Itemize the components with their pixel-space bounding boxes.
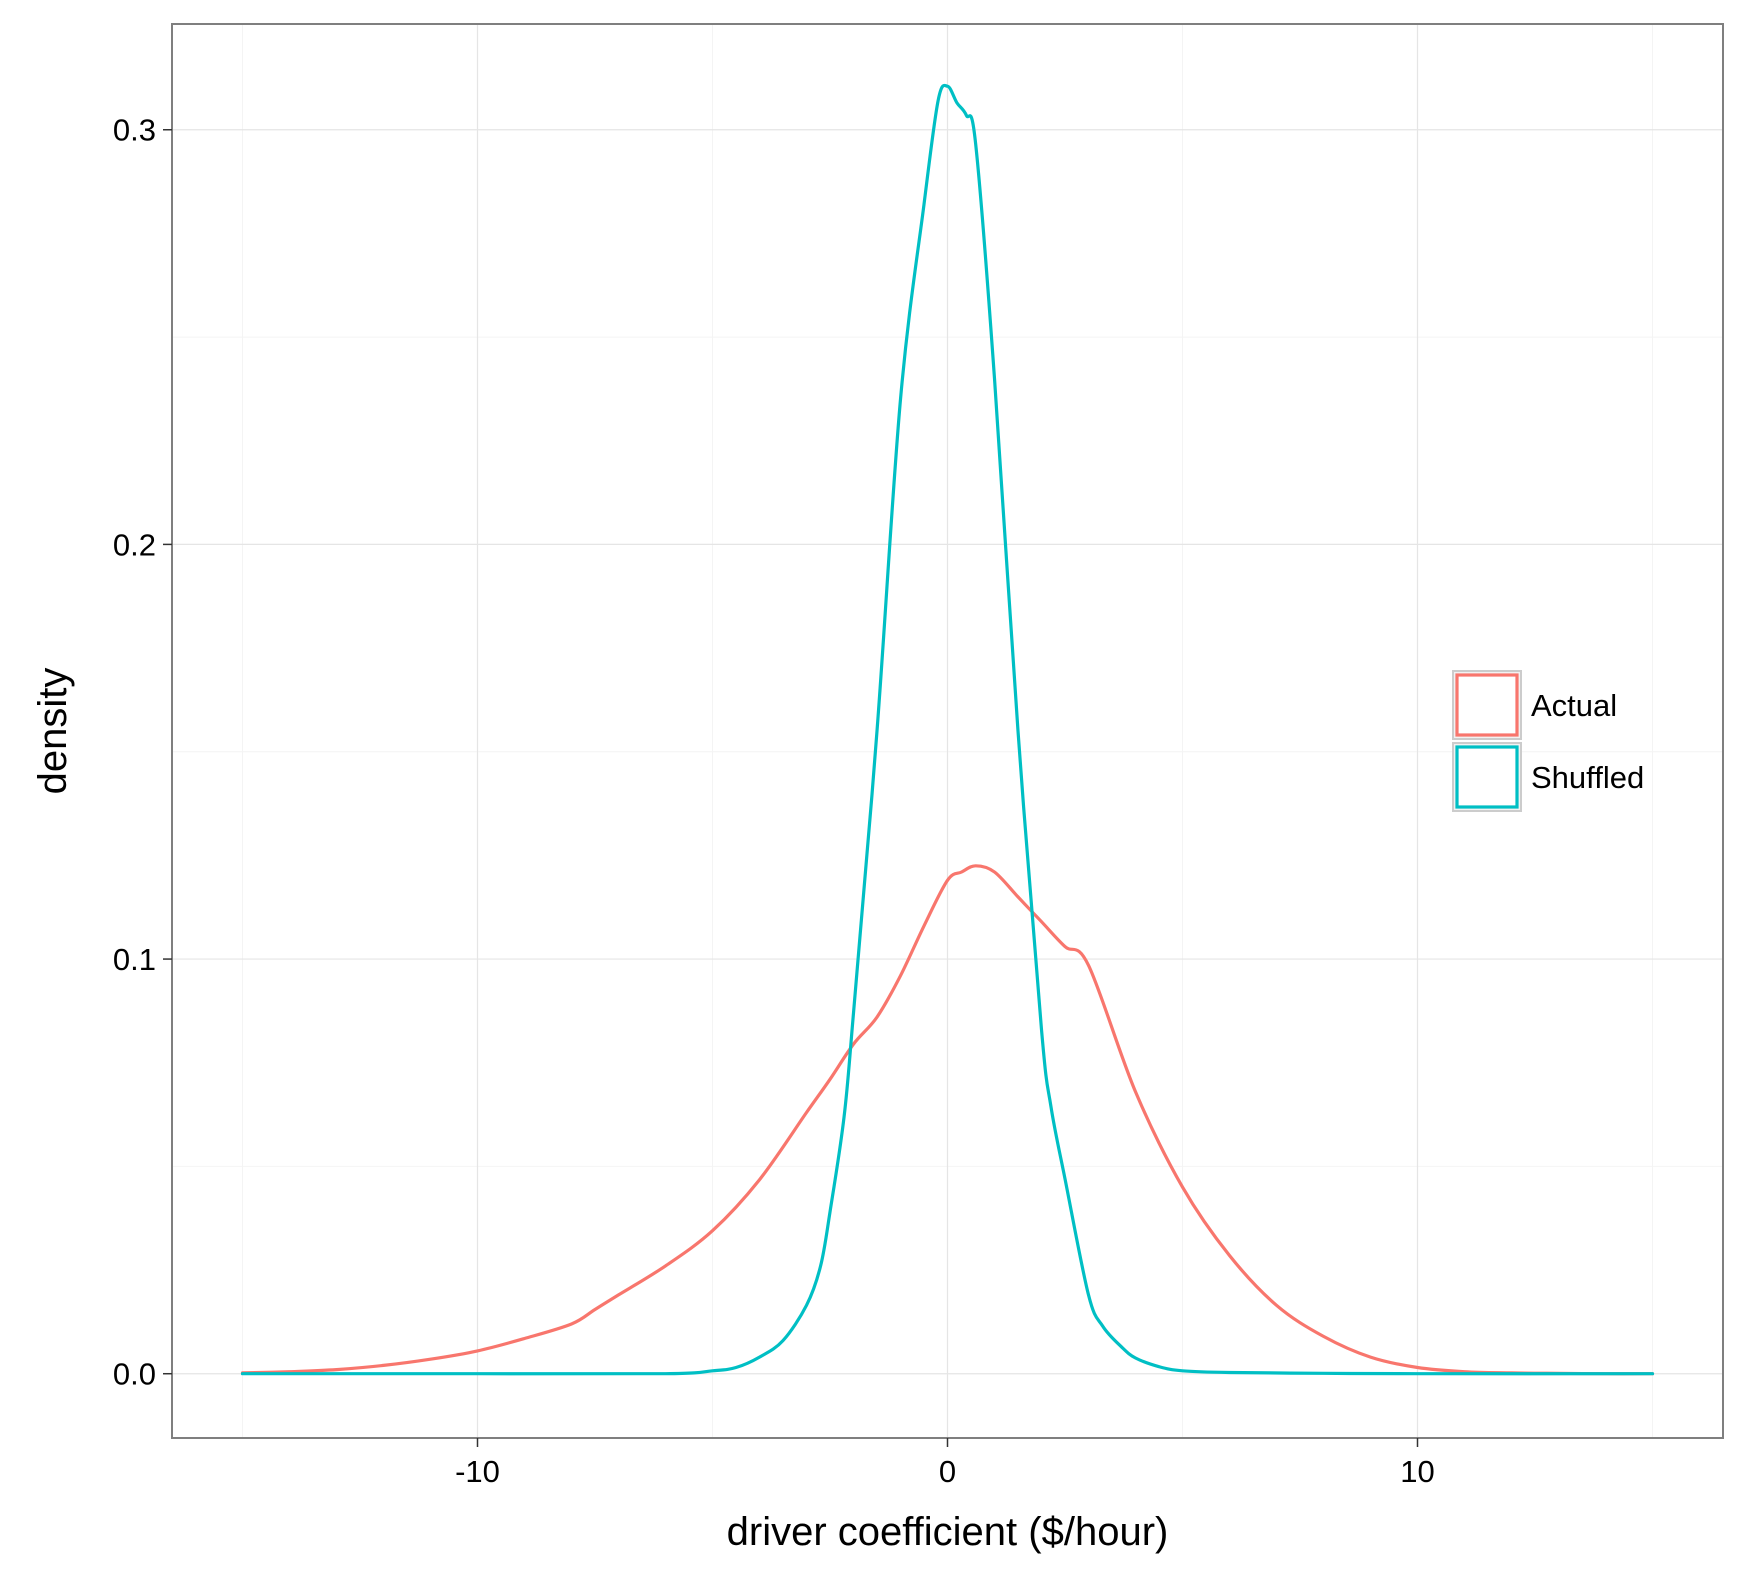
legend-label-shuffled: Shuffled xyxy=(1531,760,1644,795)
x-tick-label: -10 xyxy=(455,1454,500,1489)
y-tick-label: 0.1 xyxy=(113,942,156,977)
y-tick-label: 0.2 xyxy=(113,527,156,562)
y-tick-label: 0.3 xyxy=(113,113,156,148)
legend-label-actual: Actual xyxy=(1531,688,1617,723)
x-axis-title: driver coefficient ($/hour) xyxy=(727,1510,1169,1554)
legend: Actual Shuffled xyxy=(1452,670,1644,812)
series-lines xyxy=(240,83,1655,1376)
y-axis-ticks: 0.0 0.1 0.2 0.3 xyxy=(113,113,172,1392)
series-line-shuffled xyxy=(240,83,1655,1376)
y-tick-label: 0.0 xyxy=(113,1357,156,1392)
legend-key-actual xyxy=(1455,673,1519,737)
x-tick-label: 0 xyxy=(939,1454,956,1489)
series-line-actual xyxy=(240,864,1655,1376)
legend-key-shuffled xyxy=(1455,745,1519,809)
y-axis-title: density xyxy=(31,668,75,795)
x-tick-label: 10 xyxy=(1400,1454,1434,1489)
x-axis-ticks: -10 0 10 xyxy=(455,1438,1435,1489)
